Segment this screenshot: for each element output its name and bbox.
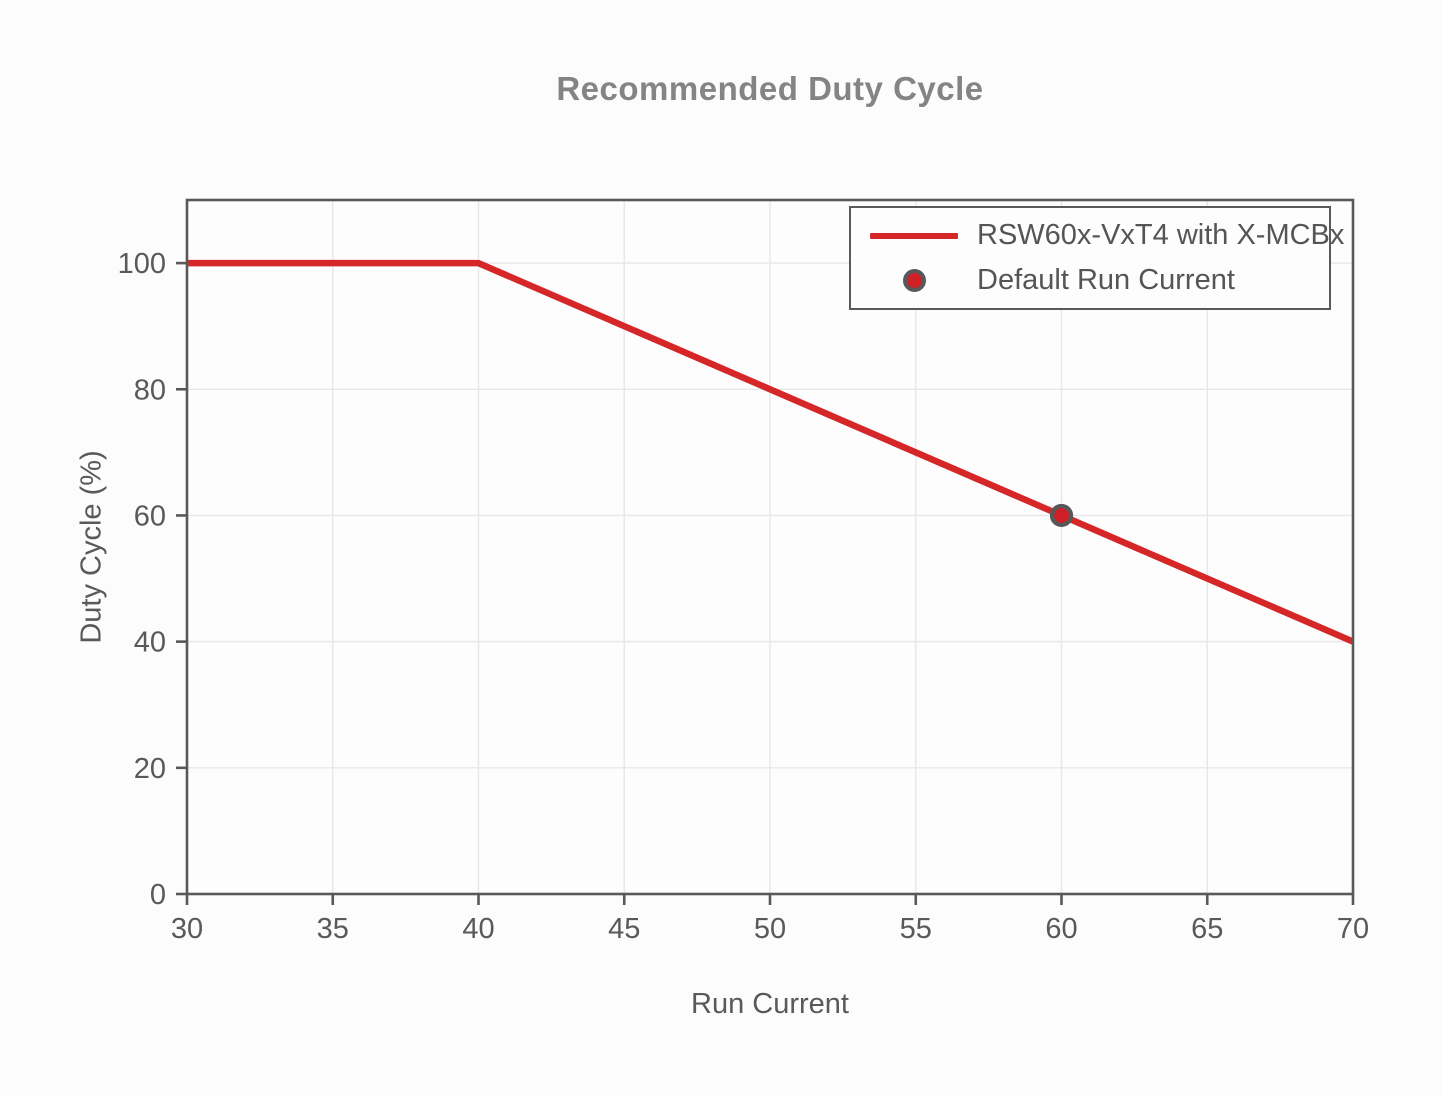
legend: RSW60x-VxT4 with X-MCBx Default Run Curr… bbox=[849, 206, 1344, 310]
legend-entry-line: RSW60x-VxT4 with X-MCBx bbox=[851, 219, 1344, 252]
legend-line-swatch-icon bbox=[870, 232, 958, 239]
y-tick-label: 0 bbox=[150, 879, 166, 911]
x-tick-label: 55 bbox=[900, 913, 932, 945]
x-tick-label: 45 bbox=[608, 913, 640, 945]
x-tick-label: 65 bbox=[1191, 913, 1223, 945]
chart-title: Recommended Duty Cycle bbox=[556, 70, 984, 107]
y-axis-title: Duty Cycle (%) bbox=[75, 450, 108, 644]
x-tick-label: 50 bbox=[754, 913, 786, 945]
legend-entry-marker: Default Run Current bbox=[851, 264, 1329, 297]
y-tick-label: 40 bbox=[134, 627, 166, 659]
y-tick-label: 80 bbox=[134, 374, 166, 406]
x-tick-label: 70 bbox=[1337, 913, 1369, 945]
x-tick-label: 60 bbox=[1045, 913, 1077, 945]
legend-label-series: RSW60x-VxT4 with X-MCBx bbox=[977, 219, 1345, 252]
legend-marker-swatch-icon bbox=[902, 268, 926, 292]
legend-label-marker: Default Run Current bbox=[977, 263, 1235, 296]
y-tick-label: 60 bbox=[134, 500, 166, 532]
y-tick-label: 20 bbox=[134, 753, 166, 785]
x-axis-title: Run Current bbox=[691, 988, 849, 1020]
x-tick-label: 30 bbox=[171, 913, 203, 945]
y-tick-label: 100 bbox=[118, 248, 166, 280]
x-tick-label: 35 bbox=[317, 913, 349, 945]
data-point-marker bbox=[1049, 503, 1074, 528]
x-tick-label: 40 bbox=[462, 913, 494, 945]
